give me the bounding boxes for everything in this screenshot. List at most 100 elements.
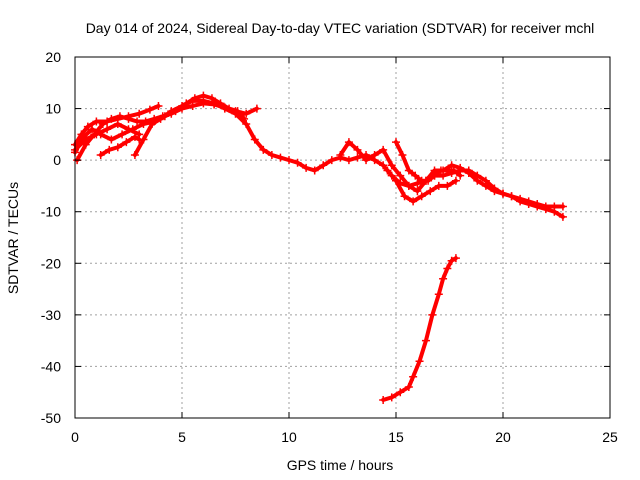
data-point [344, 138, 353, 147]
data-point [242, 109, 251, 118]
data-point [516, 194, 525, 203]
data-point [362, 156, 371, 165]
data-point [383, 166, 392, 175]
data-point [379, 145, 388, 154]
y-axis-label: SDTVAR / TECUs [5, 182, 21, 294]
y-tick-label: -30 [41, 307, 61, 323]
data-point [113, 120, 122, 129]
data-point [107, 114, 116, 123]
data-point [387, 393, 396, 402]
data-point [81, 140, 90, 149]
data-point [400, 192, 409, 201]
axis-ticks: 0 5 10 15 20 25 -50 -40 -30 -20 -10 0 10 20 [41, 49, 618, 445]
data-point [434, 181, 443, 190]
data-point [387, 161, 396, 170]
data-point [344, 156, 353, 165]
y-tick-label: -20 [41, 255, 61, 271]
data-point [558, 212, 567, 221]
data-point [398, 150, 407, 159]
data-point [421, 336, 430, 345]
x-tick-label: 20 [495, 429, 511, 445]
series-track-g [336, 138, 567, 211]
data-point [130, 150, 139, 159]
series-track-h [383, 166, 460, 206]
data-point [139, 135, 148, 144]
data-point [541, 202, 550, 211]
data-point [550, 202, 559, 211]
data-point [327, 156, 336, 165]
data-point [396, 171, 405, 180]
data-point [267, 150, 276, 159]
data-point [96, 150, 105, 159]
data-point [481, 181, 490, 190]
chart-title: Day 014 of 2024, Sidereal Day-to-day VTE… [86, 20, 595, 36]
data-point [130, 132, 139, 141]
data-point [392, 138, 400, 147]
y-tick-label: -40 [41, 358, 61, 374]
data-point [210, 99, 219, 108]
data-point [252, 104, 261, 113]
series-track-b [71, 91, 249, 157]
data-point [118, 130, 127, 139]
data-point [415, 357, 424, 366]
data-point [558, 202, 567, 211]
data-point [443, 264, 452, 273]
x-tick-label: 15 [388, 429, 404, 445]
data-point [379, 161, 388, 170]
data-point [417, 192, 426, 201]
data-point [353, 153, 362, 162]
data-point [319, 161, 328, 170]
data-point [451, 176, 460, 185]
data-point [220, 104, 229, 113]
data-point [285, 156, 293, 165]
data-point [409, 372, 418, 381]
data-point [135, 109, 144, 118]
data-point [443, 181, 452, 190]
plot-frame [74, 56, 611, 419]
grid-lines [75, 57, 610, 418]
data-point [499, 189, 507, 198]
data-point [409, 197, 418, 206]
data-point [447, 256, 456, 265]
y-tick-label: 10 [45, 101, 61, 117]
data-point [178, 101, 186, 110]
data-point [392, 176, 400, 185]
data-point [167, 107, 176, 116]
data-point [439, 274, 448, 283]
data-point [411, 171, 420, 180]
data-point [428, 310, 437, 319]
data-point [404, 181, 413, 190]
x-axis-label: GPS time / hours [287, 457, 394, 473]
data-point [353, 145, 362, 154]
data-point [148, 120, 157, 129]
data-point [293, 158, 302, 167]
x-tick-label: 5 [178, 429, 186, 445]
data-point [250, 135, 259, 144]
data-point [404, 383, 413, 392]
data-point [145, 105, 154, 114]
y-tick-label: -50 [41, 410, 61, 426]
y-tick-label: 0 [53, 152, 61, 168]
data-point [507, 192, 516, 201]
data-point [133, 117, 142, 126]
data-point [434, 290, 443, 299]
data-point [156, 114, 165, 123]
data-point [370, 150, 379, 159]
data-point [404, 166, 413, 175]
data-point [302, 163, 311, 172]
data-point [336, 150, 345, 159]
data-layer [71, 91, 567, 404]
data-point [533, 199, 542, 208]
data-point [124, 125, 133, 134]
x-tick-label: 25 [602, 429, 618, 445]
data-point [451, 254, 460, 263]
data-point [430, 171, 439, 180]
data-point [259, 145, 268, 154]
y-tick-label: 20 [45, 49, 61, 65]
data-point [115, 112, 124, 121]
data-point [242, 120, 251, 129]
data-point [447, 161, 456, 170]
data-point [379, 395, 388, 404]
data-point [103, 125, 112, 134]
